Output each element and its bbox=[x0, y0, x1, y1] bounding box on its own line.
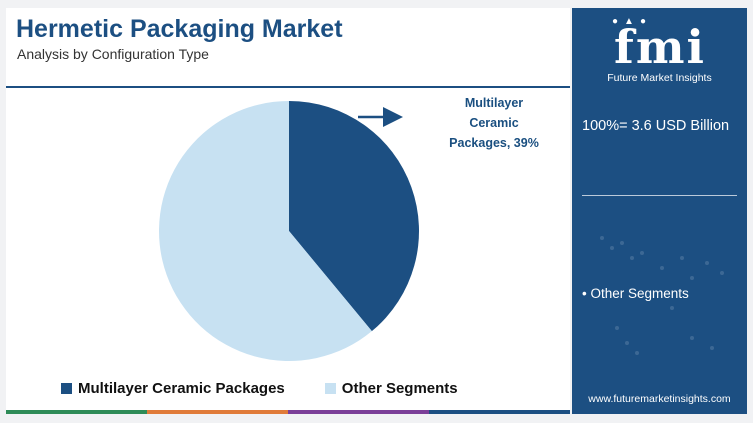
pie-slice-multilayer-ceramic bbox=[289, 101, 419, 332]
legend-label: Other Segments bbox=[341, 380, 458, 397]
segment-label: • Other Segments bbox=[582, 286, 689, 301]
world-map-pattern bbox=[600, 236, 724, 355]
pie-annotation: Multilayer Ceramic Packages, 39% bbox=[424, 93, 564, 153]
chart-legend: Multilayer Ceramic Packages Other Segmen… bbox=[61, 380, 458, 397]
pie-chart bbox=[158, 101, 419, 362]
callout-line-3: Packages, 39% bbox=[449, 136, 539, 150]
sidebar-divider bbox=[582, 195, 737, 196]
market-total: 100%= 3.6 USD Billion bbox=[582, 118, 730, 134]
title-divider bbox=[6, 86, 570, 88]
coin-icon: ● bbox=[612, 16, 619, 27]
legend-item-other: Other Segments bbox=[324, 380, 458, 397]
callout-line-1: Multilayer bbox=[464, 96, 524, 110]
info-sidebar: ● ▲ ● fmi Future Market Insights 100%= 3… bbox=[572, 8, 747, 414]
callout-line-2: Ceramic bbox=[469, 116, 519, 130]
legend-item-multilayer: Multilayer Ceramic Packages bbox=[61, 380, 285, 397]
chart-card: Hermetic Packaging Market Analysis by Co… bbox=[6, 8, 570, 414]
fmi-logo: fmi bbox=[614, 20, 706, 74]
chart-title: Hermetic Packaging Market bbox=[16, 15, 343, 43]
chart-subtitle: Analysis by Configuration Type bbox=[17, 46, 209, 62]
bottom-color-bar bbox=[6, 410, 570, 414]
logo-icons: ● ▲ ● bbox=[612, 16, 646, 27]
legend-label: Multilayer Ceramic Packages bbox=[78, 380, 285, 397]
legend-swatch bbox=[61, 383, 72, 394]
legend-swatch bbox=[324, 383, 336, 394]
pie-slice-other-segments bbox=[158, 101, 372, 362]
chart-icon: ▲ bbox=[624, 16, 634, 27]
logo-tagline: Future Market Insights bbox=[607, 72, 712, 84]
website-link[interactable]: www.futuremarketinsights.com bbox=[588, 393, 731, 405]
person-icon: ● bbox=[639, 16, 646, 27]
